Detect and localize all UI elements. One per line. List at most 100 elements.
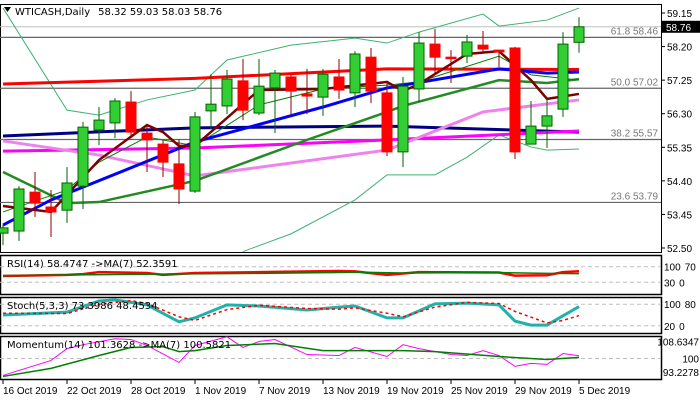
indicator-panel-frame (0, 254, 663, 296)
x-tick-label: 28 Oct 2019 (131, 386, 186, 397)
candle-body (221, 78, 233, 107)
y-tick-label: 58.20 (667, 43, 692, 54)
y-tick-label: 52.50 (667, 244, 692, 255)
axes: 59.15 58.20 57.25 56.30 55.35 54.40 53.45 52.50… (2, 9, 700, 397)
indicator-line (2, 269, 580, 278)
candle (461, 34, 473, 64)
indicator-plot-area (0, 336, 661, 378)
candle (141, 126, 153, 173)
indicator-panels[interactable]: RSI(14) 58.4747 ->MA(7) 52.3591 Stoch(5,3… (0, 254, 663, 381)
candle (13, 186, 25, 241)
y-tick-label: 54.40 (667, 177, 692, 188)
candle (285, 74, 297, 116)
indicator-label: RSI(14) 58.4747 ->MA(7) 52.3591 (7, 259, 178, 270)
candle (509, 46, 521, 159)
fib-level-label: 61.8 58.46 (611, 26, 659, 37)
candle (45, 190, 57, 238)
candle-body (429, 43, 441, 58)
candle (397, 76, 409, 168)
candle (429, 28, 441, 74)
candle (541, 98, 553, 148)
candle (493, 49, 505, 68)
indicator-panel: RSI(14) 58.4747 ->MA(7) 52.3591 (0, 254, 663, 296)
candle (61, 167, 73, 223)
y-tick-label: 53.45 (667, 210, 692, 221)
candle (173, 139, 185, 205)
candle (365, 47, 377, 104)
candle (301, 68, 313, 115)
indicator-line (2, 298, 580, 327)
candle (413, 32, 425, 103)
y-tick-label: 57.25 (667, 76, 692, 87)
candle-body (13, 188, 25, 232)
indicator-panel: Momentum(14) 101.3628 ->MA(7) 100.5821 (0, 335, 663, 381)
x-tick-label: 1 Nov 2019 (195, 386, 247, 397)
candle (349, 51, 361, 107)
candle-body (189, 116, 201, 192)
indicator-axis-label: 30 (664, 278, 676, 289)
x-tick-label: 25 Nov 2019 (451, 386, 508, 397)
ohlc-readout: 58.32 59.03 58.03 58.76 (98, 7, 222, 18)
x-tick-label: 29 Nov 2019 (515, 386, 572, 397)
indicator-panel: Stoch(5,3,3) 73.3986 48.4534 (0, 296, 663, 335)
main-plot-area (0, 7, 661, 253)
candle (189, 111, 201, 193)
y-tick-label: 59.15 (667, 9, 692, 20)
candle (237, 58, 249, 121)
y-tick-label: 56.30 (667, 110, 692, 121)
main-price-panel[interactable]: 61.8 58.46 50.0 57.02 38.2 55.57 23.6 53.79 (0, 4, 662, 253)
overlay-line (242, 134, 580, 253)
candle-body (333, 76, 345, 91)
candle-body (29, 191, 41, 204)
candle-body (573, 26, 585, 43)
indicator-plot-area (0, 266, 661, 283)
candle-body (477, 44, 489, 50)
collapse-triangle-icon[interactable] (4, 7, 11, 12)
overlay-line (2, 129, 580, 153)
candle (477, 31, 489, 52)
x-tick-label: 19 Nov 2019 (387, 386, 444, 397)
candle (269, 69, 281, 134)
x-tick-label: 16 Oct 2019 (3, 386, 58, 397)
candle-body (509, 47, 521, 153)
main-panel-frame (0, 4, 662, 253)
current-price-label: 58.76 (666, 23, 691, 34)
indicator-line (2, 271, 580, 277)
candle-body (461, 41, 473, 57)
indicator-axis-label: 100 (664, 300, 681, 311)
candle-body (173, 163, 185, 190)
candle-body (317, 73, 329, 98)
candle (29, 172, 41, 217)
indicator-axis-label: 20 (664, 322, 676, 333)
candle-body (541, 115, 553, 127)
indicator-line (2, 336, 580, 376)
candle (109, 98, 121, 139)
fib-level-label: 23.6 53.79 (611, 191, 659, 202)
candle (221, 69, 233, 115)
candle (381, 82, 393, 157)
candle-body (381, 92, 393, 153)
indicator-axis-label: 108.6347 (657, 337, 699, 348)
candle (525, 100, 537, 145)
fib-level-label: 38.2 55.57 (611, 129, 659, 140)
candle (93, 107, 105, 146)
candle (573, 17, 585, 53)
candle (205, 74, 217, 129)
indicator-line (2, 342, 580, 378)
candle-body (349, 53, 361, 94)
candle (125, 91, 137, 139)
candle-body (365, 56, 377, 92)
indicator-axis-label: 70 (685, 263, 697, 274)
candle-body (285, 76, 297, 92)
overlay-line (2, 67, 580, 86)
x-tick-label: 13 Nov 2019 (323, 386, 380, 397)
fib-level-label: 50.0 57.02 (611, 77, 659, 88)
x-tick-label: 5 Dec 2019 (579, 386, 631, 397)
candle-body (77, 126, 89, 187)
candle (0, 225, 9, 246)
candle (253, 58, 265, 116)
candle (317, 68, 329, 116)
candle (333, 58, 345, 99)
chart-title: WTICASH,Daily (15, 7, 90, 18)
